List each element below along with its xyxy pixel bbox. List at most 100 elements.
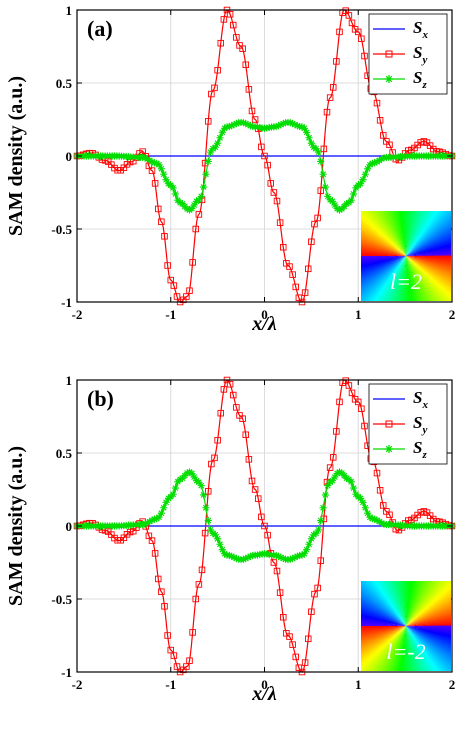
data-point xyxy=(192,225,199,233)
data-point xyxy=(314,214,321,222)
data-point xyxy=(157,165,165,173)
data-point xyxy=(171,190,180,198)
data-point xyxy=(246,552,255,560)
data-point xyxy=(301,659,309,666)
phase-wedge xyxy=(406,581,447,626)
data-point xyxy=(153,515,161,523)
data-point xyxy=(226,381,234,388)
data-point xyxy=(211,531,219,539)
data-point xyxy=(317,557,325,564)
data-point xyxy=(251,116,259,123)
series-Sz xyxy=(73,118,456,214)
data-point xyxy=(217,409,224,417)
data-point xyxy=(171,484,180,492)
phase-wedge xyxy=(406,626,451,649)
data-point xyxy=(161,603,168,610)
data-point xyxy=(153,159,161,167)
data-point xyxy=(176,475,184,483)
data-point xyxy=(148,158,156,166)
data-point xyxy=(169,184,177,192)
data-point xyxy=(186,657,193,664)
phase-wedge xyxy=(406,256,451,279)
data-point xyxy=(345,382,353,389)
data-point xyxy=(198,566,206,574)
data-point xyxy=(310,531,318,539)
data-point xyxy=(289,554,297,563)
phase-wedge xyxy=(361,223,406,256)
phase-wedge xyxy=(396,626,406,671)
phase-wedge xyxy=(406,256,451,277)
y-tick-label: -0.5 xyxy=(51,222,72,237)
phase-wedge xyxy=(361,593,406,626)
data-point xyxy=(273,567,281,575)
phase-wedge xyxy=(361,626,406,629)
data-point xyxy=(342,474,351,482)
data-point xyxy=(317,187,325,194)
phase-wedge xyxy=(406,581,443,626)
data-point xyxy=(280,243,287,251)
data-point xyxy=(209,145,217,153)
data-point xyxy=(300,124,308,132)
data-point xyxy=(164,632,171,639)
phase-wedge xyxy=(406,626,451,634)
data-point xyxy=(279,554,287,563)
phase-inset: l=2 xyxy=(361,211,451,301)
phase-wedge xyxy=(361,626,406,671)
phase-wedge xyxy=(361,623,406,627)
phase-wedge xyxy=(406,255,451,259)
data-point xyxy=(291,553,299,561)
phase-wedge xyxy=(361,211,406,256)
data-point xyxy=(199,183,208,191)
phase-wedge xyxy=(406,581,427,626)
phase-wedge xyxy=(406,211,414,256)
data-point xyxy=(208,90,215,98)
y-tick-label: 1 xyxy=(66,373,73,388)
legend-marker xyxy=(385,75,393,83)
data-point xyxy=(230,553,238,561)
data-point xyxy=(292,653,300,661)
data-point xyxy=(317,516,325,525)
data-point xyxy=(199,491,208,499)
phase-wedge xyxy=(406,581,429,626)
phase-wedge xyxy=(388,626,406,671)
data-point xyxy=(195,196,203,204)
data-point xyxy=(364,509,372,517)
phase-wedge xyxy=(398,256,406,301)
data-point xyxy=(314,526,323,534)
phase-wedge xyxy=(406,211,447,256)
data-point xyxy=(291,121,299,129)
data-point xyxy=(333,469,341,478)
data-point xyxy=(220,386,228,393)
phase-wedge xyxy=(373,256,406,301)
data-point xyxy=(157,509,165,517)
phase-wedge xyxy=(361,589,406,626)
phase-wedge xyxy=(361,621,406,626)
data-point xyxy=(317,157,325,166)
phase-wedge xyxy=(361,230,406,256)
phase-wedge xyxy=(406,211,439,256)
data-point xyxy=(323,108,331,116)
data-point xyxy=(359,176,367,184)
data-point xyxy=(197,482,205,490)
data-point xyxy=(164,180,173,188)
data-point xyxy=(146,518,154,526)
phase-wedge xyxy=(361,253,406,257)
y-tick-label: 0.5 xyxy=(56,76,73,91)
x-tick-label: 1 xyxy=(355,307,362,322)
data-point xyxy=(242,431,249,439)
phase-wedge xyxy=(406,626,451,644)
data-point xyxy=(331,473,339,481)
data-point xyxy=(169,490,177,498)
data-point xyxy=(289,641,296,648)
legend-marker xyxy=(385,445,393,453)
phase-wedge xyxy=(361,238,406,256)
x-tick-label: -1 xyxy=(165,677,176,692)
y-tick-label: 0.5 xyxy=(56,446,73,461)
phase-wedge xyxy=(393,256,406,301)
data-point xyxy=(312,145,320,153)
data-point xyxy=(303,128,311,136)
data-point xyxy=(355,28,362,36)
